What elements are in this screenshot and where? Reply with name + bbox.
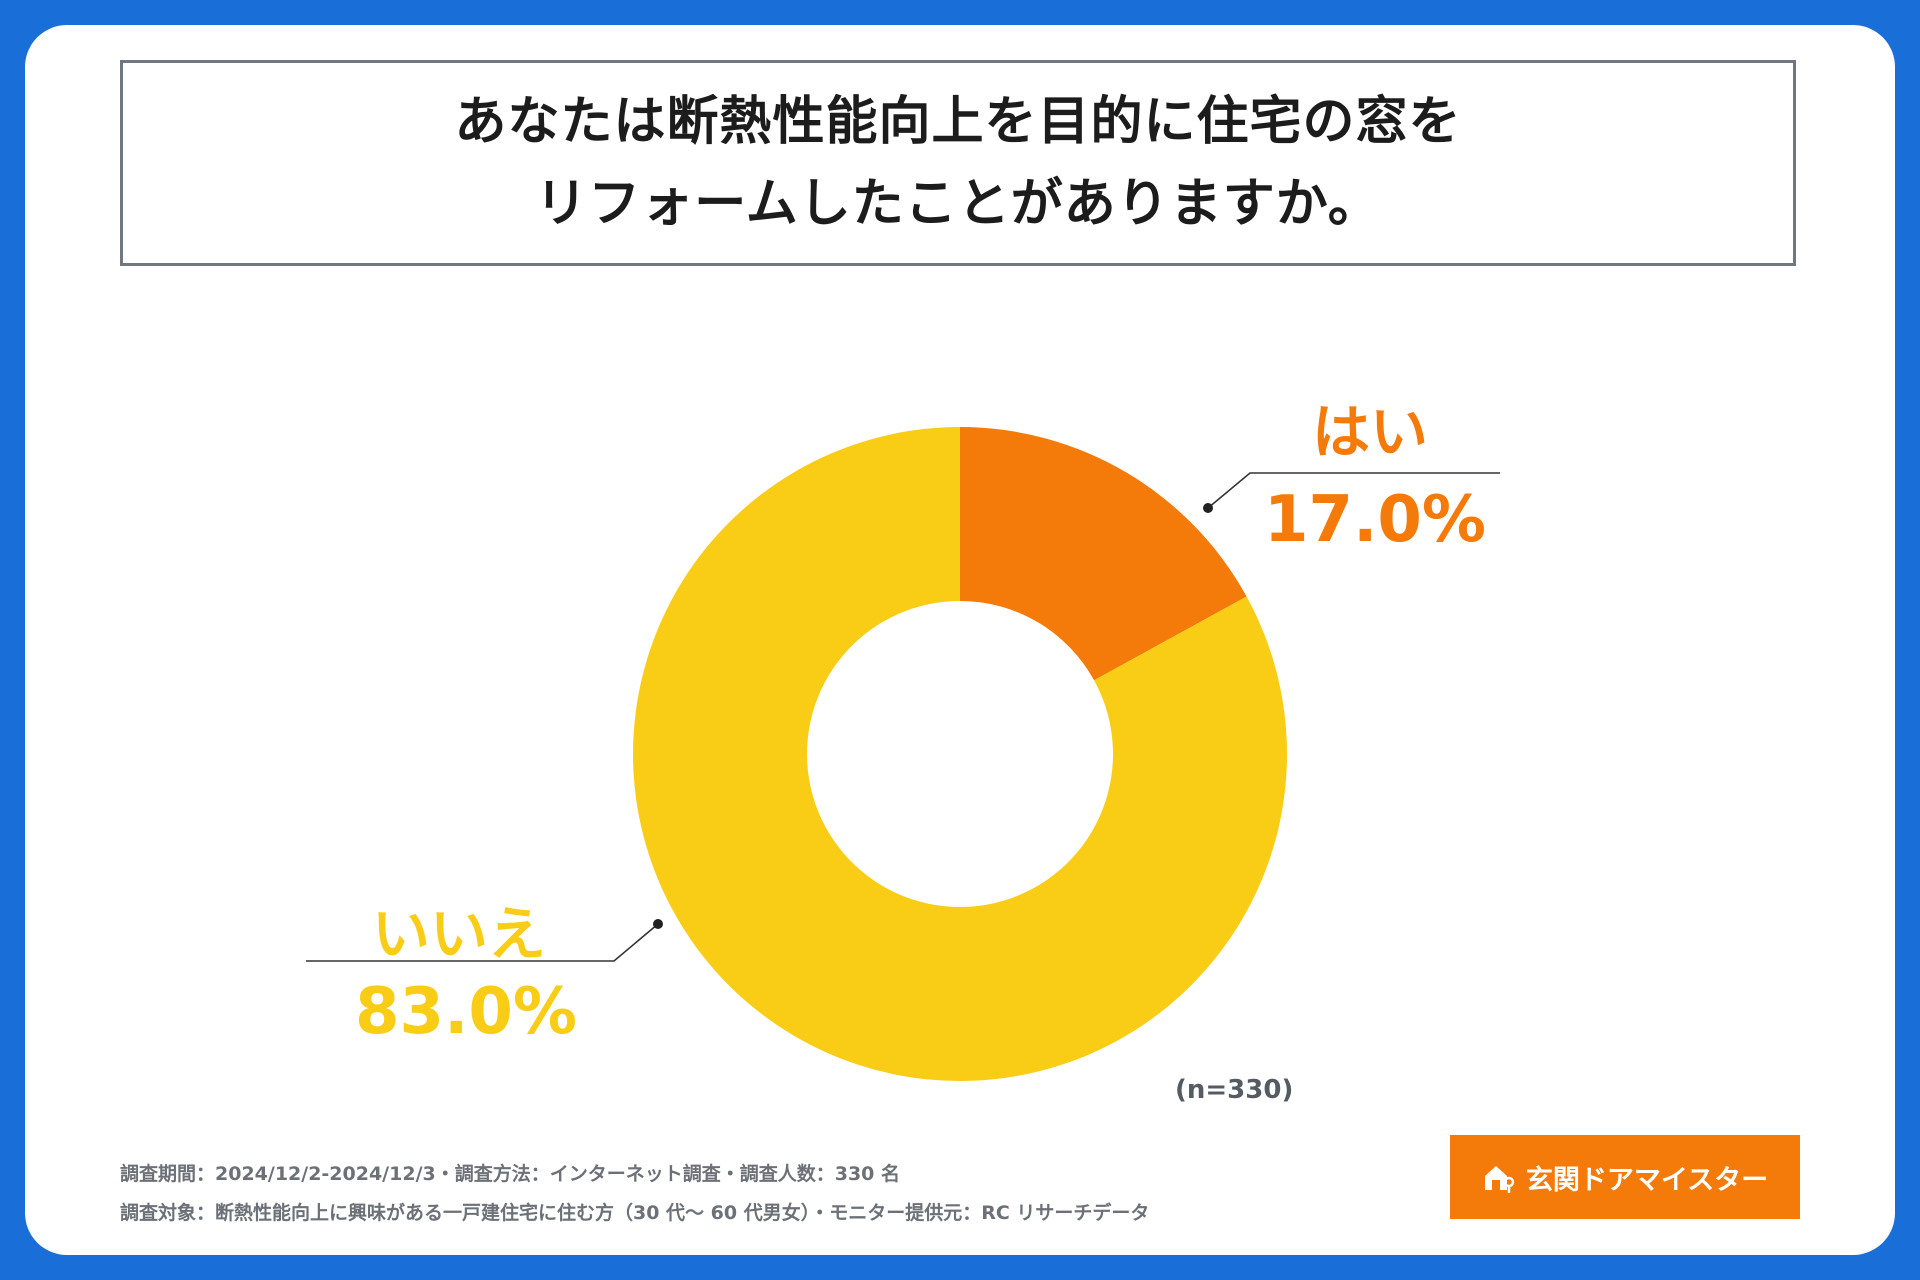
leader-line-no	[306, 923, 659, 962]
sample-size-label: (n=330)	[1175, 1075, 1294, 1105]
title-box: あなたは断熱性能向上を目的に住宅の窓を リフォームしたことがありますか。	[120, 60, 1796, 266]
footer-survey-target: 調査対象：断熱性能向上に興味がある一戸建住宅に住む方（30 代～ 60 代男女）…	[120, 1202, 1150, 1224]
brand-name: 玄関ドアマイスター	[1525, 1164, 1769, 1196]
label-yes-name: はい	[1312, 398, 1429, 466]
brand-logo: 玄関ドアマイスター	[1450, 1135, 1800, 1219]
label-yes-value: 17.0%	[1264, 483, 1487, 557]
footer-survey-info: 調査期間：2024/12/2-2024/12/3・調査方法：インターネット調査・…	[120, 1163, 901, 1185]
leader-dot-no	[653, 919, 663, 929]
donut-slice-no	[633, 427, 1288, 1082]
label-no-name: いいえ	[372, 900, 547, 968]
house-key-icon	[1484, 1166, 1515, 1193]
donut-slice-yes	[960, 427, 1247, 681]
title-line-1: あなたは断熱性能向上を目的に住宅の窓を	[454, 92, 1462, 152]
leader-line-yes	[1207, 472, 1500, 509]
title-line-2: リフォームしたことがありますか。	[535, 174, 1381, 234]
label-no-value: 83.0%	[355, 975, 578, 1049]
leader-dot-yes	[1203, 503, 1213, 513]
